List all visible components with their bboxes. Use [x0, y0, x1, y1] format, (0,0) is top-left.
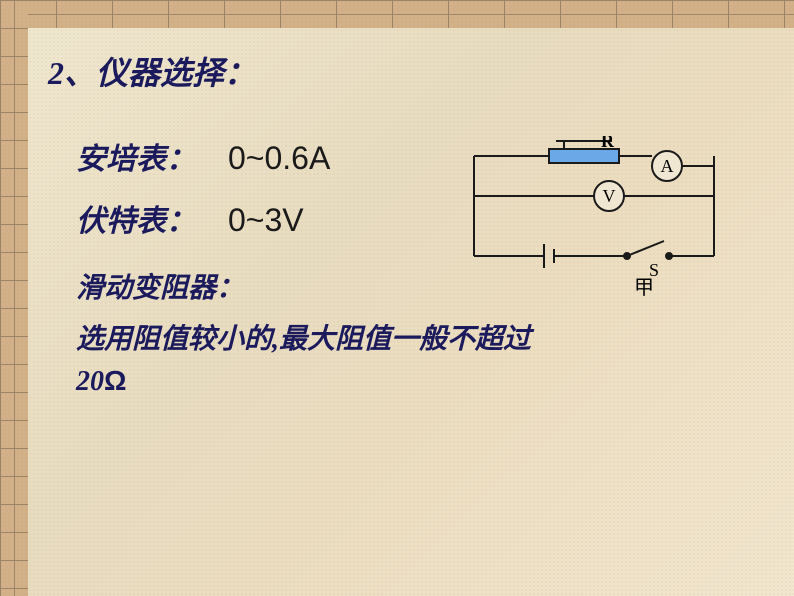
voltmeter-value: 0~3V [228, 202, 304, 239]
brick-border-top [0, 0, 794, 28]
resistor-label: R [601, 136, 615, 151]
ammeter-value: 0~0.6A [228, 140, 330, 177]
ohm-unit: Ω [104, 365, 126, 396]
section-heading: 2、仪器选择： [48, 48, 774, 94]
voltmeter-symbol: V [603, 186, 616, 206]
ammeter-symbol: A [661, 156, 674, 176]
circuit-caption: 甲 [634, 277, 654, 296]
description-line1: 选用阻值较小的,最大阻值一般不超过 [76, 324, 531, 355]
brick-border-left [0, 0, 28, 596]
description-text: 选用阻值较小的,最大阻值一般不超过 20Ω [76, 320, 716, 402]
voltmeter-label: 伏特表： [76, 196, 196, 240]
description-value: 20 [76, 366, 104, 397]
ammeter-label: 安培表： [76, 134, 196, 178]
slide: 2、仪器选择： 安培表： 0~0.6A 伏特表： 0~3V 滑动变阻器： 选用阻… [0, 0, 794, 596]
circuit-diagram: R A V S 甲 [464, 136, 734, 296]
content-area: 2、仪器选择： 安培表： 0~0.6A 伏特表： 0~3V 滑动变阻器： 选用阻… [28, 28, 794, 596]
